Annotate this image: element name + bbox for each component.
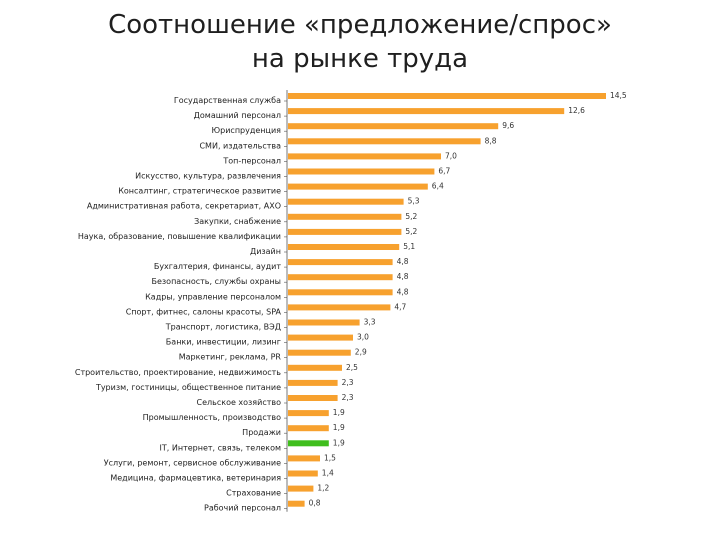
bar-6: [288, 183, 428, 190]
value-label: 5,1: [403, 242, 415, 251]
bar-11: [288, 259, 393, 266]
bar-17: [288, 349, 351, 356]
value-label: 6,4: [432, 182, 444, 191]
category-label: Наука, образование, повышение квалификац…: [78, 232, 281, 241]
bar-10: [288, 244, 400, 250]
category-label: Домашний персонал: [194, 111, 281, 120]
bar-26: [288, 485, 314, 492]
bar-4: [288, 153, 441, 160]
category-label: Юриспруденция: [212, 126, 282, 135]
value-label: 2,9: [355, 348, 367, 357]
title-line-2: на рынке труда: [251, 44, 469, 74]
value-label: 3,3: [364, 318, 376, 327]
bar-2: [288, 123, 499, 130]
bar-22: [288, 425, 329, 432]
category-label: Банки, инвестиции, лизинг: [166, 338, 281, 347]
category-label: Государственная служба: [174, 96, 281, 105]
category-label: Административная работа, секретариат, АХ…: [87, 202, 281, 211]
bar-13: [288, 289, 393, 296]
category-label: Медицина, фармацевтика, ветеринария: [110, 474, 281, 483]
value-label: 1,2: [317, 484, 329, 493]
value-label: 4,7: [394, 302, 406, 311]
bar-25: [288, 470, 318, 477]
category-label: Закупки, снабжение: [194, 217, 281, 226]
value-label: 14,5: [610, 91, 627, 100]
bar-1: [288, 108, 565, 115]
category-label: Услуги, ремонт, сервисное обслуживание: [104, 458, 281, 467]
category-label: Рабочий персонал: [204, 504, 281, 513]
category-label: Продажи: [242, 428, 281, 437]
category-label: IT, Интернет, связь, телеком: [160, 443, 281, 452]
category-label: Кадры, управление персоналом: [145, 292, 281, 301]
bar-19: [288, 379, 338, 386]
category-label: Промышленность, производство: [143, 413, 281, 422]
category-label: Консалтинг, стратегическое развитие: [118, 187, 281, 196]
value-label: 8,8: [485, 136, 497, 145]
bar-20: [288, 395, 338, 401]
value-label: 9,6: [502, 121, 514, 130]
bar-24: [288, 455, 320, 462]
value-label: 1,4: [322, 469, 334, 478]
value-label: 2,3: [342, 378, 354, 387]
category-label: Транспорт, логистика, ВЭД: [165, 323, 281, 332]
value-label: 2,3: [342, 393, 354, 402]
category-label: Туризм, гостиницы, общественное питание: [95, 383, 281, 392]
title-line-1: Соотношение «предложение/спрос»: [108, 10, 612, 40]
value-label: 3,0: [357, 333, 369, 342]
value-label: 4,8: [397, 257, 409, 266]
category-label: Страхование: [226, 489, 281, 498]
value-label: 12,6: [568, 106, 585, 115]
bar-7: [288, 198, 404, 205]
value-label: 4,8: [397, 287, 409, 296]
category-label: Спорт, фитнес, салоны красоты, SPA: [126, 307, 282, 316]
category-label: Маркетинг, реклама, PR: [179, 353, 282, 362]
bar-9: [288, 228, 402, 235]
value-label: 7,0: [445, 151, 457, 160]
bar-27: [288, 500, 305, 507]
bar-5: [288, 168, 435, 175]
value-label: 1,9: [333, 408, 345, 417]
category-label: Строительство, проектирование, недвижимо…: [75, 368, 281, 377]
bar-21: [288, 410, 329, 417]
category-label: Искусство, культура, развлечения: [135, 172, 281, 181]
bar-16: [288, 334, 353, 341]
category-label: Дизайн: [250, 247, 281, 256]
category-label: Бухгалтерия, финансы, аудит: [154, 262, 282, 271]
value-label: 4,8: [397, 272, 409, 281]
value-label: 6,7: [438, 167, 450, 176]
value-label: 1,9: [333, 438, 345, 447]
category-label: Безопасность, службы охраны: [152, 277, 281, 286]
bar-0: [288, 93, 606, 99]
bar-12: [288, 274, 393, 281]
value-label: 2,5: [346, 363, 358, 372]
value-label: 5,2: [405, 227, 417, 236]
category-label: Сельское хозяйство: [197, 398, 282, 407]
value-label: 0,8: [309, 499, 321, 508]
bar-23: [288, 440, 329, 447]
category-label: Топ-персонал: [222, 156, 281, 165]
value-label: 1,5: [324, 453, 336, 462]
page-title: Соотношение «предложение/спрос» на рынке…: [0, 8, 720, 76]
bar-14: [288, 304, 391, 311]
bar-8: [288, 213, 402, 220]
bar-18: [288, 364, 342, 371]
value-label: 5,3: [408, 197, 420, 206]
value-label: 1,9: [333, 423, 345, 432]
bar-3: [288, 138, 481, 145]
bar-15: [288, 319, 360, 326]
value-label: 5,2: [405, 212, 417, 221]
category-label: СМИ, издательства: [199, 141, 281, 150]
